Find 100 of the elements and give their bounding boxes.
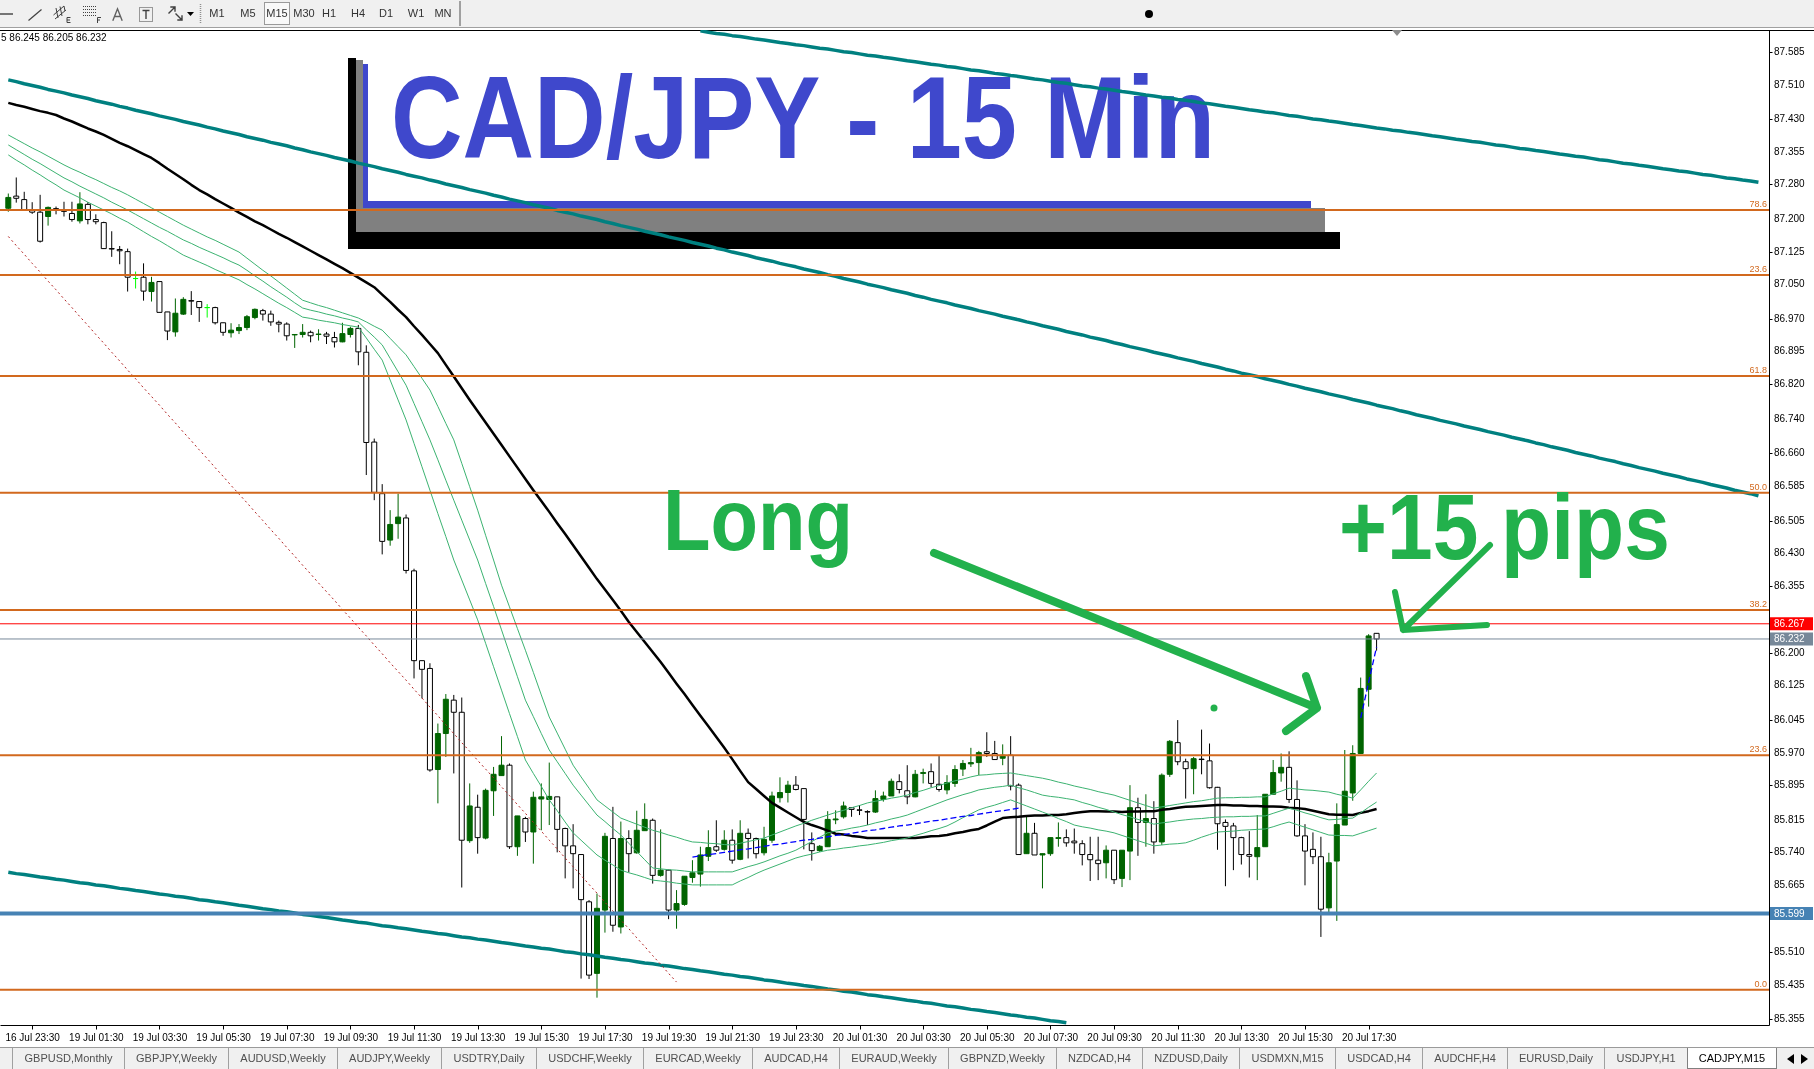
x-tick-label: 20 Jul 11:30 [1151,1031,1206,1043]
x-tick-label: 20 Jul 01:30 [832,1031,888,1043]
candlestick [116,245,123,265]
text: EURCAD,Weekly [655,1052,741,1065]
candlestick [387,509,394,547]
text: D1 [378,7,394,20]
y-tick-label: 86.505 [1774,514,1806,526]
x-tick-label: 19 Jul 23:30 [769,1031,825,1043]
annotation: 5 86.245 86.205 86.232 [1,32,108,43]
candlestick [1246,830,1253,879]
x-tick-label: 20 Jul 03:30 [896,1031,952,1043]
candlestick [1095,836,1102,881]
annotation: +15 pips [1339,475,1670,578]
y-tick-label: 87.280 [1774,178,1806,190]
y-tick-label: 87.510 [1774,78,1806,90]
candlestick [1301,823,1308,886]
y-tick-label: 86.355 [1774,579,1806,591]
candlestick [148,276,155,303]
candlestick [713,819,720,853]
y-tick-label: 85.510 [1774,946,1806,958]
candlestick [983,731,990,758]
candlestick [1254,814,1261,881]
candlestick [776,776,783,803]
annotation: 38.2 [1749,598,1767,609]
x-tick-label: 19 Jul 21:30 [705,1031,761,1043]
text: M5 [240,7,256,20]
y-tick-label: 86.430 [1774,547,1806,559]
text: H4 [350,7,366,20]
text: AUDCAD,H4 [764,1052,828,1065]
candlestick [896,773,903,794]
candlestick [108,230,115,258]
candlestick [920,768,927,784]
y-tick-label: 86.970 [1774,312,1806,324]
candlestick [355,324,362,366]
text: AUDUSD,Weekly [240,1052,326,1065]
text: MN [434,7,452,20]
y-tick-label: 85.970 [1774,746,1806,758]
candlestick [784,780,791,803]
annotation: 23.6 [1749,744,1767,755]
x-tick-label: 19 Jul 17:30 [578,1031,634,1043]
candlestick [761,826,768,856]
x-tick-label: 19 Jul 01:30 [69,1031,124,1043]
text: M15 [266,7,288,20]
candlestick [1174,719,1181,766]
candlestick [1270,759,1277,795]
candlestick [570,823,577,889]
text: W1 [407,7,425,20]
candlestick [450,694,457,774]
y-tick-label: 87.050 [1774,278,1806,290]
candlestick [562,827,569,879]
y-tick-label: 86.585 [1774,479,1806,491]
chart-title: CAD/JPY - 15 Min [391,52,1215,183]
y-tick-label: 87.430 [1774,113,1806,125]
y-tick-label: 86.820 [1774,377,1806,389]
candlestick [1023,816,1030,855]
x-tick-label: 19 Jul 07:30 [259,1031,315,1043]
y-tick-label: 85.665 [1774,878,1806,890]
annotation: 61.8 [1749,365,1767,376]
candlestick [1198,729,1205,775]
candlestick [68,201,75,223]
text: EURAUD,Weekly [851,1052,937,1065]
text: M1 [209,7,225,20]
text: NZDUSD,Daily [1154,1052,1228,1065]
y-tick-label: 87.200 [1774,213,1806,225]
candlestick [5,193,12,213]
y-tick-label: 85.435 [1774,978,1806,990]
y-tick-label: 87.355 [1774,145,1806,157]
candlestick [283,321,290,342]
candlestick [259,308,266,322]
text: NZDCAD,H4 [1068,1052,1131,1065]
x-tick-label: 19 Jul 11:30 [387,1031,442,1043]
y-tick-label: 86.740 [1774,412,1806,424]
y-tick-label: 85.815 [1774,813,1806,825]
y-tick-label: 86.895 [1774,345,1806,357]
candlestick [657,828,664,878]
candlestick [13,176,20,204]
candlestick [418,660,425,699]
text: GBPJPY,Weekly [136,1052,217,1065]
text: USDCAD,H4 [1347,1052,1411,1065]
x-tick-label: 19 Jul 13:30 [450,1031,506,1043]
candlestick [904,764,911,805]
candlestick [928,762,935,788]
x-tick-label: 19 Jul 05:30 [196,1031,252,1043]
x-tick-label: 19 Jul 19:30 [641,1031,697,1043]
ref-line-label: 86.267 [1774,617,1806,629]
y-tick-label: 86.660 [1774,447,1806,459]
candlestick [633,810,640,855]
candlestick [959,759,966,777]
candlestick [538,782,545,831]
candlestick [236,323,243,335]
candlestick [1182,758,1189,800]
text: GBPNZD,Weekly [960,1052,1045,1065]
candlestick [315,328,322,342]
candlestick [967,747,974,768]
x-tick-label: 20 Jul 07:30 [1023,1031,1079,1043]
candlestick [140,262,147,302]
candlestick [395,493,402,540]
candlestick [1087,836,1094,882]
candlestick [1309,831,1316,865]
x-tick-label: 19 Jul 09:30 [323,1031,379,1043]
